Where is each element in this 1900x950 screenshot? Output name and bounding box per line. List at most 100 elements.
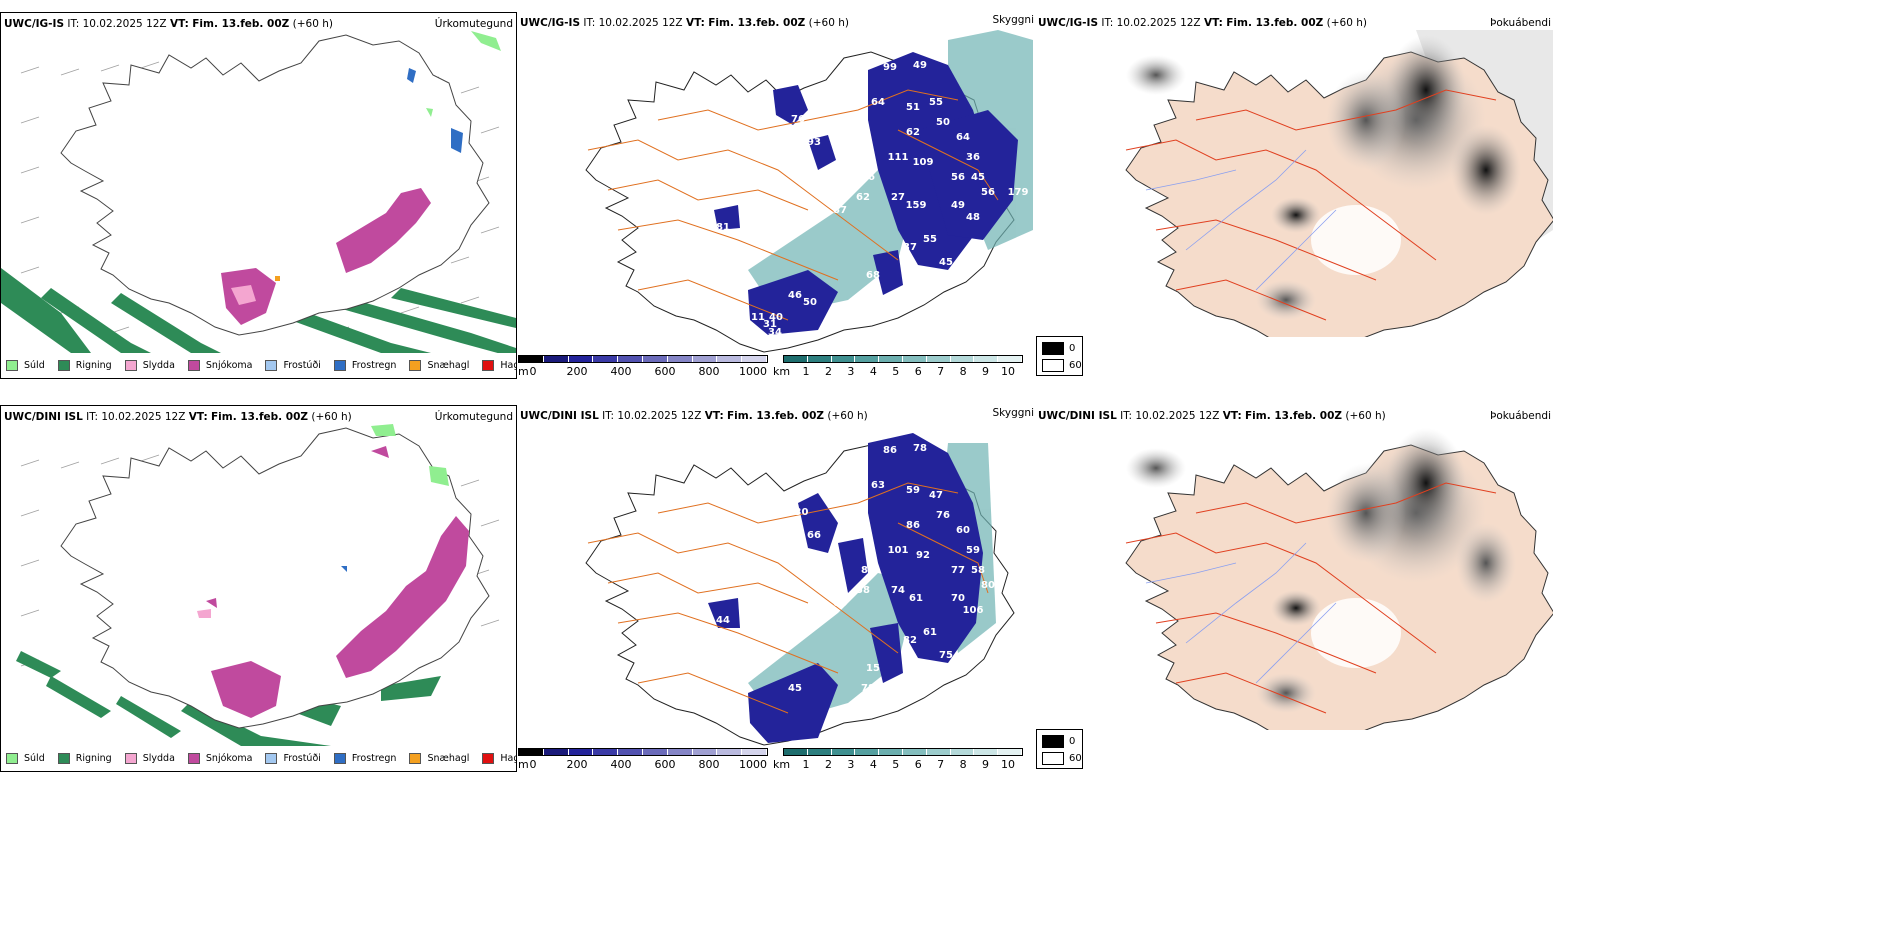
cloud-base-number: 50: [803, 297, 817, 308]
colorbar-segment: [926, 356, 951, 362]
legend-item: Rigning: [57, 753, 112, 764]
legend-item: Snæhagl: [409, 753, 469, 764]
colorbar-segment: [717, 356, 743, 362]
cloud-base-number: 63: [871, 480, 885, 491]
fog-map-bottom: [1125, 428, 1553, 730]
cloud-base-number: 62: [856, 192, 870, 203]
legend-swatch: [6, 753, 18, 764]
colorbar-strip: [783, 748, 1023, 756]
panel-title: Skyggni: [992, 14, 1035, 26]
colorbar-segment: [717, 749, 743, 755]
cloud-base-number: 55: [923, 234, 937, 245]
cloud-base-colorbar: m 0 200 400 600 800 1000: [518, 748, 773, 772]
colorbar-tick-label: 600: [654, 365, 676, 378]
cloud-base-number: 111: [888, 152, 909, 163]
colorbar-tick-label: 400: [610, 365, 632, 378]
colorbar-tick-label: 8: [959, 365, 967, 378]
colorbar-segment: [642, 749, 668, 755]
cloud-base-number: 74: [891, 585, 905, 596]
legend-item: Frostúði: [265, 753, 321, 764]
fog-legend-swatch: [1042, 752, 1064, 765]
panel-header: UWC/DINI ISL IT: 10.02.2025 12Z VT: Fim.…: [1038, 410, 1386, 422]
fog-legend-swatch: [1042, 342, 1064, 355]
colorbar-tick-label: 200: [566, 758, 588, 771]
panel-header: UWC/IG-IS IT: 10.02.2025 12Z VT: Fim. 13…: [1038, 17, 1367, 29]
cloud-base-number: 49: [913, 60, 927, 71]
cloud-base-number: 54: [746, 332, 760, 343]
colorbar-segment: [692, 749, 718, 755]
legend-swatch: [57, 753, 70, 764]
colorbar-tick-label: 7: [937, 758, 945, 771]
panel-header: UWC/DINI ISL IT: 10.02.2025 12Z VT: Fim.…: [4, 411, 352, 423]
cloud-base-number: 77: [951, 565, 965, 576]
colorbar-tick-label: 2: [824, 758, 832, 771]
colorbar-tick-label: 0: [529, 758, 537, 771]
panel-title: Þokuábendi: [1490, 410, 1551, 422]
cloud-base-number: 64: [956, 132, 970, 143]
legend-item: Frostregn: [333, 753, 396, 764]
colorbar-tick-label: 10: [1001, 365, 1015, 378]
legend-item: Snjókoma: [187, 360, 252, 371]
cloud-base-number: 83: [861, 565, 875, 576]
precip-map-top: [1, 31, 516, 353]
legend-swatch: [333, 360, 346, 371]
cloud-base-number: 45: [971, 172, 985, 183]
legend-item: Rigning: [57, 360, 112, 371]
colorbar-tick-label: 9: [982, 365, 990, 378]
cloud-base-number: 92: [916, 550, 930, 561]
colorbar-tick-label: 3: [847, 758, 855, 771]
colorbar-tick-label: 2: [824, 365, 832, 378]
cloud-base-number: 46: [788, 290, 802, 301]
colorbar-tick-label: 6: [914, 758, 922, 771]
legend-item: Haglél: [482, 360, 516, 371]
colorbar-tick-label: 1: [802, 758, 810, 771]
legend-swatch: [482, 753, 495, 764]
precip-legend: Súld Rigning Slydda Snjókoma Frostúði Fr…: [6, 360, 516, 371]
colorbar-tick-label: 0: [529, 365, 537, 378]
cloud-base-number: 68: [866, 270, 880, 281]
fog-legend-top: 0 60: [1036, 336, 1083, 376]
colorbar-segment: [692, 356, 718, 362]
cloud-base-number: 50: [936, 117, 950, 128]
fog-legend-bottom: 0 60: [1036, 729, 1083, 769]
colorbar-segment: [998, 749, 1022, 755]
fog-map-top: [1125, 30, 1553, 337]
cloud-base-number: 76: [936, 510, 950, 521]
cloud-base-number: 86: [861, 172, 875, 183]
cloud-base-number: 106: [963, 605, 984, 616]
cloud-base-colorbar: m 0 200 400 600 800 1000: [518, 355, 773, 379]
cloud-base-number: 66: [807, 530, 821, 541]
cloud-base-number: 36: [966, 152, 980, 163]
cloud-base-number: 58: [856, 585, 870, 596]
cloud-base-number: 40: [769, 312, 783, 323]
legend-item: Slydda: [124, 753, 175, 764]
fog-panel-top: UWC/IG-IS IT: 10.02.2025 12Z VT: Fim. 13…: [1036, 12, 1553, 337]
colorbar-segment: [593, 356, 619, 362]
legend-swatch: [265, 360, 278, 371]
legend-item: Súld: [6, 753, 45, 764]
cloud-base-number: 48: [966, 212, 980, 223]
colorbar-tick-label: 800: [698, 365, 720, 378]
cloud-number-labels: 86 78 63 59 47 86 76 60 59 101 92 77 58 80 21 83 58 74 61 7…: [716, 443, 1025, 694]
cloud-base-number: 56: [951, 172, 965, 183]
cloud-map-bottom: 86 78 63 59 47 86 76 60 59 101 92 77 58 80 21 83 58 74 61 7…: [585, 433, 1025, 746]
cloud-base-number: 45: [939, 257, 953, 268]
colorbar-segment: [974, 749, 999, 755]
fog-legend-label: 60: [1069, 753, 1082, 764]
cloud-base-number: 430: [788, 507, 809, 518]
panel-header: UWC/IG-IS IT: 10.02.2025 12Z VT: Fim. 13…: [520, 17, 849, 29]
legend-swatch: [57, 360, 70, 371]
colorbar-tick-label: 4: [869, 758, 877, 771]
colorbar-unit: m: [518, 758, 529, 771]
cloud-base-number: 37: [903, 242, 917, 253]
colorbar-segment: [807, 356, 832, 362]
cloud-base-number: 44: [716, 615, 730, 626]
fog-legend-swatch: [1042, 359, 1064, 372]
precip-panel-top: UWC/IG-IS IT: 10.02.2025 12Z VT: Fim. 13…: [0, 12, 517, 379]
legend-swatch: [333, 753, 346, 764]
colorbar-tick-label: 4: [869, 365, 877, 378]
legend-swatch: [482, 360, 495, 371]
colorbar-segment: [568, 356, 594, 362]
panel-title: Úrkomutegund: [434, 411, 513, 423]
